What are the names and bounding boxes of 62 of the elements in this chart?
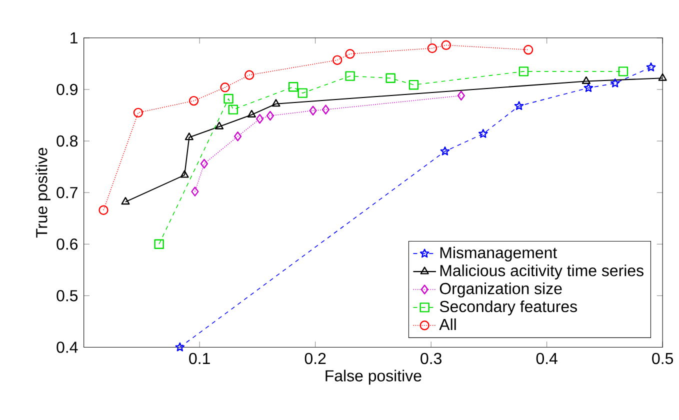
- point: [214, 122, 224, 130]
- y-tick-label: 0.8: [56, 135, 78, 147]
- point: [408, 80, 419, 90]
- y-axis-title: True positive: [36, 148, 50, 238]
- point: [288, 82, 298, 92]
- point: [234, 131, 242, 142]
- point: [332, 55, 342, 65]
- point: [191, 186, 199, 196]
- x-tick-label: 0.2: [304, 352, 326, 364]
- x-tick-label: 0.4: [536, 352, 558, 364]
- point: [154, 239, 164, 249]
- point: [175, 342, 185, 352]
- point: [188, 96, 199, 106]
- point: [200, 158, 208, 169]
- y-tick-label: 0.7: [56, 186, 78, 198]
- y-tick-label: 0.4: [56, 342, 78, 353]
- point: [345, 71, 355, 81]
- y-tick-label: 0.5: [56, 290, 78, 302]
- point: [658, 73, 667, 81]
- point: [121, 196, 130, 205]
- point: [272, 99, 280, 107]
- point: [386, 73, 396, 83]
- legend-label: Malicious acitivity time series: [440, 264, 644, 280]
- x-axis-title: False positive: [326, 370, 422, 385]
- point: [610, 78, 620, 88]
- point: [618, 66, 628, 76]
- point: [514, 101, 524, 110]
- y-tick-label: 1: [70, 32, 78, 44]
- point: [244, 70, 254, 80]
- point: [345, 48, 355, 59]
- point: [98, 205, 108, 215]
- legend-label: Secondary features: [440, 300, 577, 316]
- point: [256, 114, 264, 124]
- point: [441, 40, 451, 50]
- point: [518, 66, 529, 76]
- point: [584, 83, 594, 92]
- point: [582, 76, 590, 84]
- point: [266, 110, 274, 121]
- point: [440, 146, 450, 156]
- point: [523, 44, 534, 55]
- x-tick-label: 0.1: [189, 352, 210, 364]
- point: [478, 128, 488, 138]
- legend-label: All: [439, 318, 456, 330]
- point: [457, 90, 465, 100]
- x-tick-label: 0.5: [652, 352, 673, 364]
- legend-label: Organization size: [440, 282, 562, 298]
- point: [184, 132, 194, 140]
- y-tick-label: 0.6: [56, 238, 78, 250]
- point: [133, 108, 144, 118]
- x-tick-label: 0.3: [420, 352, 442, 364]
- point: [309, 106, 317, 116]
- point: [427, 43, 438, 54]
- point: [322, 104, 330, 114]
- point: [646, 62, 656, 72]
- point: [224, 94, 234, 104]
- y-tick-label: 0.9: [56, 84, 78, 96]
- point: [180, 170, 189, 178]
- point: [220, 82, 230, 92]
- point: [298, 88, 308, 98]
- legend-label: Mismanagement: [440, 246, 558, 262]
- point: [247, 110, 256, 118]
- point: [228, 104, 238, 114]
